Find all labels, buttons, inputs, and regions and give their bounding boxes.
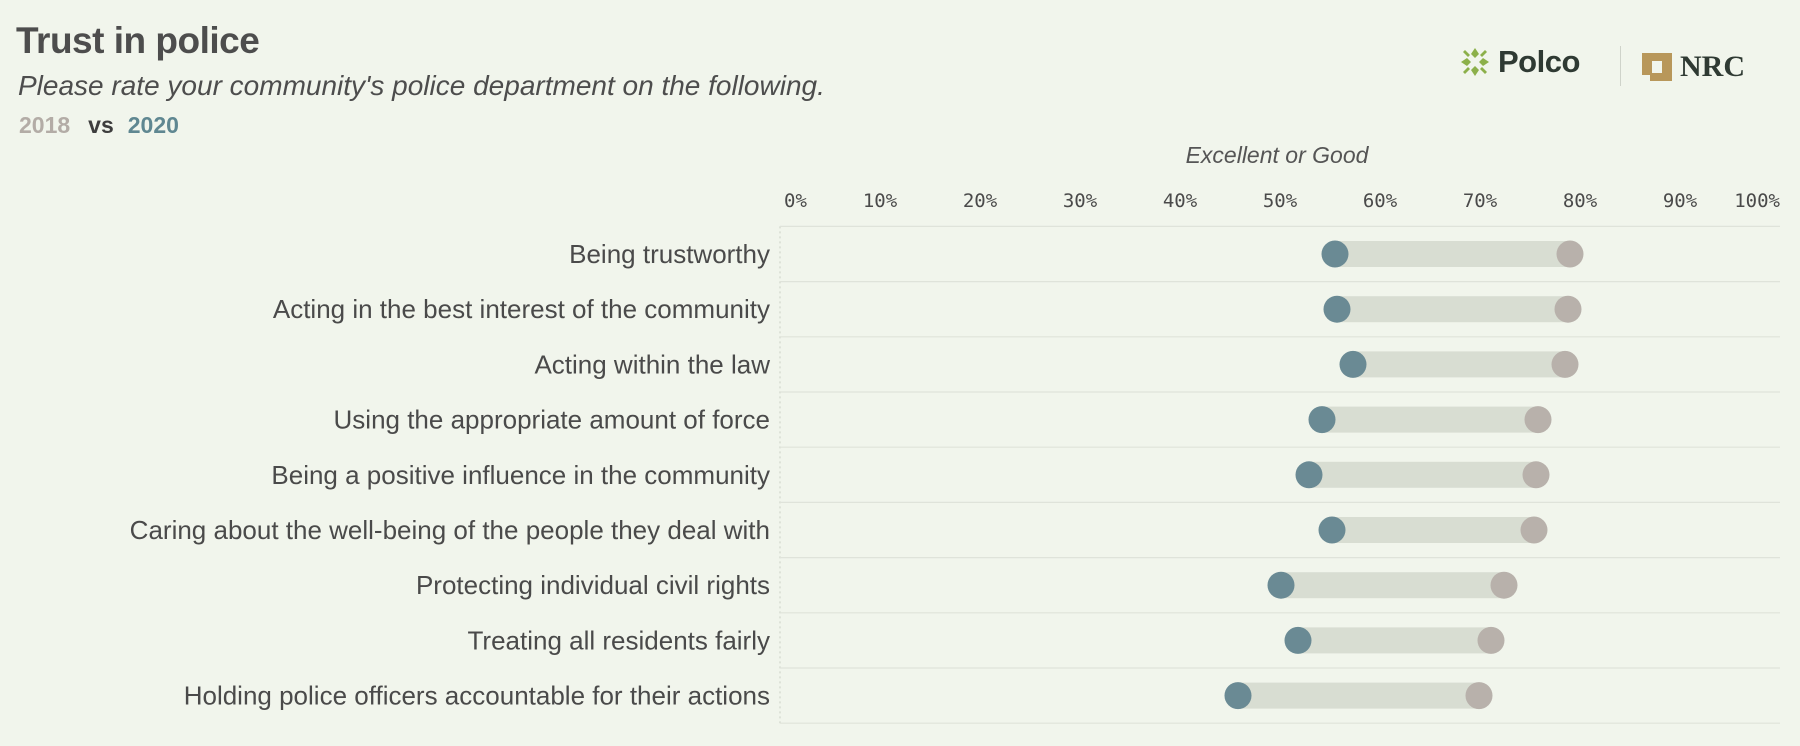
category-label: Being trustworthy xyxy=(569,239,770,269)
x-tick-label: 30% xyxy=(1063,190,1098,212)
chart-title: Trust in police xyxy=(16,20,260,61)
chart-row: Being trustworthy xyxy=(569,239,1584,269)
x-tick-label: 80% xyxy=(1563,190,1598,212)
chart-row: Holding police officers accountable for … xyxy=(184,681,1493,711)
x-tick-label: 100% xyxy=(1734,190,1780,212)
point-2018 xyxy=(1551,350,1579,378)
x-axis-title: Excellent or Good xyxy=(1186,142,1370,168)
nrc-mark-icon xyxy=(1642,53,1672,81)
x-tick-label: 50% xyxy=(1263,190,1298,212)
category-label: Using the appropriate amount of force xyxy=(334,405,770,435)
point-2020 xyxy=(1295,461,1323,489)
point-2020 xyxy=(1284,626,1312,654)
point-2020 xyxy=(1267,571,1295,599)
polco-logo: Polco xyxy=(1460,44,1580,80)
point-2020 xyxy=(1318,516,1346,544)
x-tick-label: 90% xyxy=(1663,190,1698,212)
point-2020 xyxy=(1321,240,1349,268)
point-2018 xyxy=(1490,571,1518,599)
range-bar xyxy=(1353,351,1565,378)
point-2018 xyxy=(1520,516,1548,544)
nrc-wordmark: NRC xyxy=(1680,50,1745,83)
chart-row: Being a positive influence in the commun… xyxy=(271,460,1550,490)
chart-row: Caring about the well-being of the peopl… xyxy=(130,515,1548,545)
chart-row: Using the appropriate amount of force xyxy=(334,405,1552,435)
rows-layer: Being trustworthy Acting in the best inte… xyxy=(130,239,1584,711)
range-bar xyxy=(1309,461,1536,488)
x-tick-label: 20% xyxy=(963,190,998,212)
category-label: Acting within the law xyxy=(534,349,770,379)
point-2018 xyxy=(1522,461,1550,489)
x-tick-label: 10% xyxy=(863,190,898,212)
legend-vs: vs xyxy=(88,112,114,138)
range-bar xyxy=(1281,572,1504,599)
range-bar xyxy=(1238,682,1479,709)
range-bar xyxy=(1322,406,1538,433)
category-label: Treating all residents fairly xyxy=(468,625,771,655)
grid-layer xyxy=(779,225,1780,724)
chart-row: Protecting individual civil rights xyxy=(416,570,1518,600)
x-tick-label: 0% xyxy=(784,190,807,212)
category-label: Holding police officers accountable for … xyxy=(184,681,770,711)
category-label: Caring about the well-being of the peopl… xyxy=(130,515,770,545)
logo-divider xyxy=(1620,46,1621,86)
chart-row: Acting within the law xyxy=(534,349,1579,379)
chart-row: Acting in the best interest of the commu… xyxy=(273,294,1582,324)
point-2020 xyxy=(1323,295,1351,323)
point-2018 xyxy=(1524,406,1552,434)
chart-row: Treating all residents fairly xyxy=(468,625,1505,655)
polco-wordmark: Polco xyxy=(1498,44,1580,79)
range-bar xyxy=(1332,517,1534,543)
point-2018 xyxy=(1554,295,1582,323)
nrc-logo: NRC xyxy=(1642,50,1745,84)
category-label: Being a positive influence in the commun… xyxy=(271,460,770,490)
polco-mark-icon xyxy=(1461,48,1489,76)
point-2018 xyxy=(1477,626,1505,654)
x-tick-label: 60% xyxy=(1363,190,1398,212)
logo-group: Polco NRC xyxy=(1460,44,1760,90)
point-2018 xyxy=(1556,240,1584,268)
range-bar xyxy=(1337,296,1568,323)
chart-subtitle: Please rate your community's police depa… xyxy=(18,70,825,101)
x-axis: 0% 10% 20% 30% 40% 50% 60% 70% 80% 90% 100% xyxy=(784,190,1781,212)
range-bar xyxy=(1298,627,1491,654)
category-label: Protecting individual civil rights xyxy=(416,570,770,600)
point-2020 xyxy=(1308,406,1336,434)
point-2018 xyxy=(1465,682,1493,710)
range-bar xyxy=(1335,241,1570,267)
x-tick-label: 40% xyxy=(1163,190,1198,212)
legend-2020: 2020 xyxy=(127,112,179,138)
point-2020 xyxy=(1224,682,1252,710)
x-tick-label: 70% xyxy=(1463,190,1498,212)
category-label: Acting in the best interest of the commu… xyxy=(273,294,770,324)
legend-2018: 2018 xyxy=(19,112,71,138)
point-2020 xyxy=(1339,350,1367,378)
legend: 2018 vs 2020 xyxy=(19,112,179,139)
